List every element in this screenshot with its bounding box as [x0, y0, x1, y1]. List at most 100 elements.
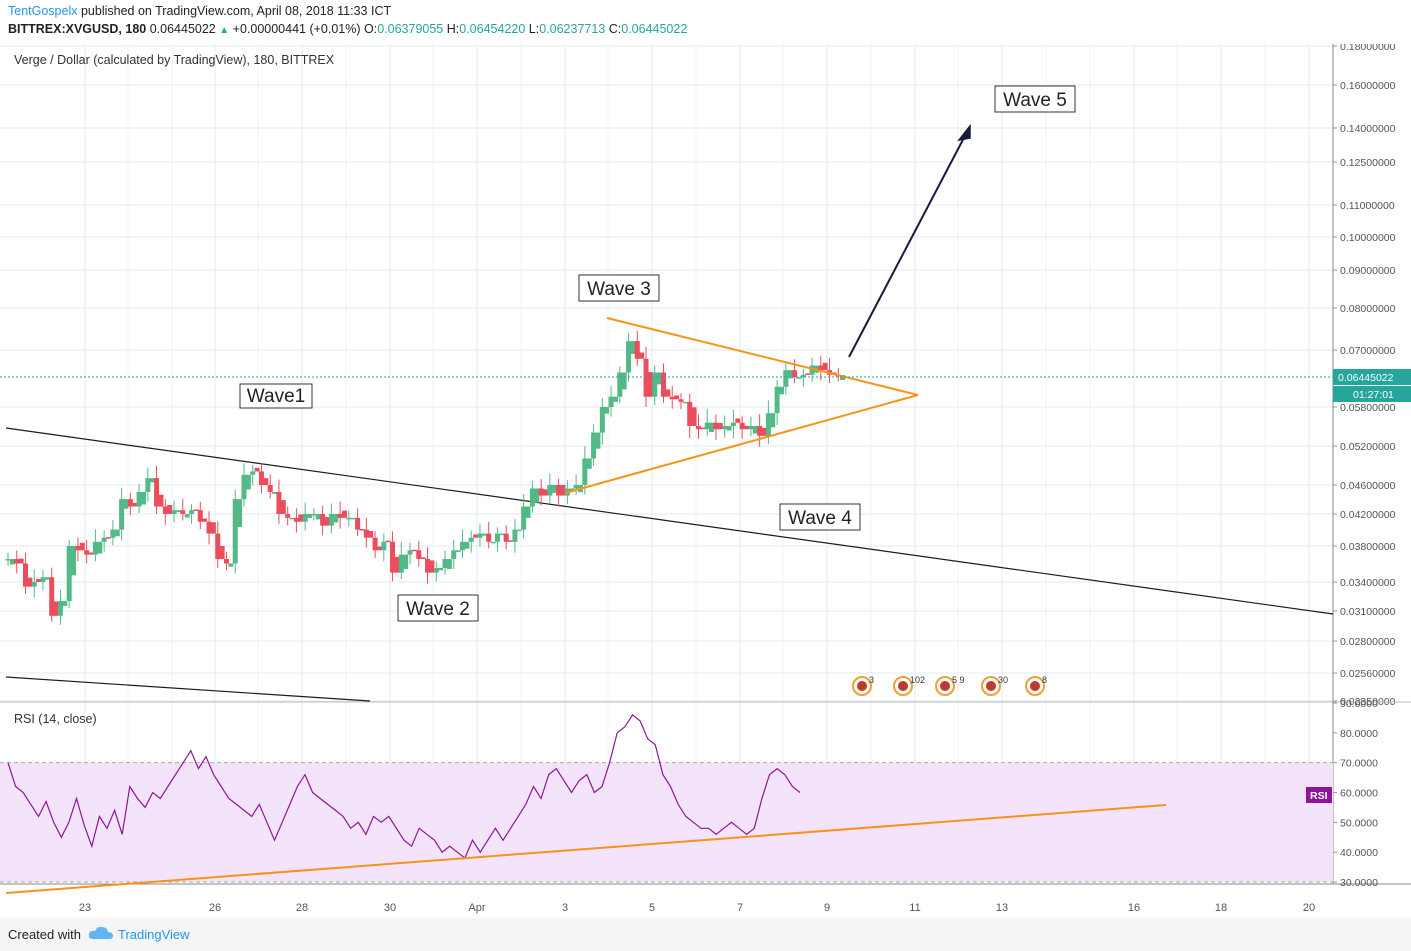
candle-body — [162, 506, 168, 514]
candle-body — [18, 558, 24, 564]
candle-body — [499, 533, 505, 536]
rsi-trendline — [5, 804, 1167, 894]
up-arrow-icon: ▲ — [219, 25, 230, 36]
candle-body — [818, 365, 824, 371]
flag-icon-core — [1030, 681, 1040, 691]
candle-body — [167, 504, 173, 514]
candle-body — [324, 517, 330, 526]
candle-body — [280, 500, 286, 514]
candle-body — [376, 546, 382, 551]
candle-body — [503, 533, 509, 542]
candle-body — [612, 396, 618, 402]
candle-body — [744, 425, 750, 430]
y-tick-label: 0.02560000 — [1340, 668, 1396, 680]
chart-header: TentGospelx published on TradingView.com… — [0, 0, 1411, 44]
candle-body — [787, 370, 793, 379]
countdown-tag-label: 01:27:01 — [1353, 389, 1394, 401]
candle-body — [792, 370, 798, 378]
y-tick-label: 0.03400000 — [1340, 577, 1396, 589]
candle-body — [608, 396, 614, 407]
low-value: 0.06237713 — [539, 22, 606, 36]
candle-body — [123, 499, 129, 509]
wave-label-box — [779, 503, 861, 531]
open-label: O: — [364, 22, 378, 36]
price-chart-svg[interactable]: 23 26 28 30 Apr 3 5 7 9 11 13 16 18 20 0.18000000 0.160… — [0, 41, 1411, 918]
candle-body — [621, 372, 627, 390]
candle-body — [704, 422, 710, 430]
candle-body — [385, 540, 391, 543]
candle-body — [79, 542, 85, 551]
tradingview-link[interactable]: TradingView — [118, 927, 190, 942]
last-price-tag — [1333, 369, 1411, 385]
wave-label-box — [397, 594, 479, 622]
candle-body — [730, 422, 736, 426]
candle-body — [189, 510, 195, 514]
candle-body — [420, 557, 426, 560]
candle-body — [258, 471, 264, 485]
x-tick-label: 3 — [562, 902, 568, 914]
y-tick-label: 0.02800000 — [1340, 636, 1396, 648]
candle-body — [669, 396, 675, 400]
candle-body — [407, 550, 413, 555]
flag-icon-core — [898, 681, 908, 691]
x-tick-label: Apr — [468, 902, 485, 914]
candle-body — [101, 537, 107, 542]
candle-body — [355, 517, 361, 530]
candle-body — [556, 485, 562, 496]
candle-body — [132, 502, 138, 507]
candle-body — [202, 518, 208, 522]
candle-body — [210, 522, 216, 534]
candle-body — [346, 517, 352, 520]
candle-body — [691, 407, 697, 426]
y-tick-label: 0.05200000 — [1340, 441, 1396, 453]
candle-body — [433, 568, 439, 573]
low-label: L: — [528, 22, 540, 36]
tradingview-cloud-icon — [88, 926, 113, 939]
candle-body — [403, 554, 409, 569]
candle-body — [634, 341, 640, 359]
candle-body — [215, 533, 221, 560]
ohlc-line: BITTREX:XVGUSD, 180 0.06445022 ▲ +0.0000… — [8, 22, 687, 36]
candle-body — [486, 533, 492, 542]
y-tick-label: 0.03800000 — [1340, 541, 1396, 553]
wave5-arrow-head — [957, 123, 971, 142]
candle-body — [333, 514, 339, 523]
candle-body — [119, 499, 125, 530]
candle-body — [735, 418, 741, 423]
rsi-tick-label: 90.0000 — [1340, 698, 1378, 710]
candle-body — [71, 546, 77, 576]
publish-date: published on TradingView.com, April 08, … — [80, 4, 392, 18]
candle-body — [245, 474, 251, 490]
wave5-arrow-shaft — [848, 131, 968, 358]
candle-body — [22, 563, 28, 587]
candle-body — [473, 534, 479, 538]
candle-body — [320, 514, 326, 526]
wave-label: Wave 4 — [788, 508, 852, 529]
candle-body — [372, 537, 378, 551]
candle-body — [206, 521, 212, 534]
candle-body — [722, 425, 728, 430]
wave-label-box — [239, 383, 313, 409]
high-value: 0.06454220 — [459, 22, 526, 36]
candle-body — [682, 401, 688, 404]
chart-area[interactable]: 23 26 28 30 Apr 3 5 7 9 11 13 16 18 20 0.18000000 0.160… — [0, 41, 1411, 923]
candle-body — [285, 514, 291, 518]
y-tick-label: 0.14000000 — [1340, 123, 1396, 135]
rsi-line — [7, 714, 801, 860]
rsi-tick-label: 70.0000 — [1340, 758, 1378, 770]
candle-body — [272, 492, 278, 494]
candle-body — [512, 529, 518, 542]
candle-body — [700, 427, 706, 430]
x-tick-label: 23 — [79, 902, 91, 914]
candle-body — [809, 365, 815, 375]
candle-body — [639, 352, 645, 359]
candle-body — [193, 509, 199, 511]
candle-body — [57, 601, 63, 616]
candle-body — [197, 510, 203, 522]
x-tick-label: 30 — [384, 902, 396, 914]
wave-label: Wave 2 — [406, 599, 470, 620]
candle-body — [800, 374, 806, 378]
candle-body — [591, 432, 597, 459]
triangle-upper-line — [606, 317, 919, 396]
author-link[interactable]: TentGospelx — [8, 4, 78, 18]
